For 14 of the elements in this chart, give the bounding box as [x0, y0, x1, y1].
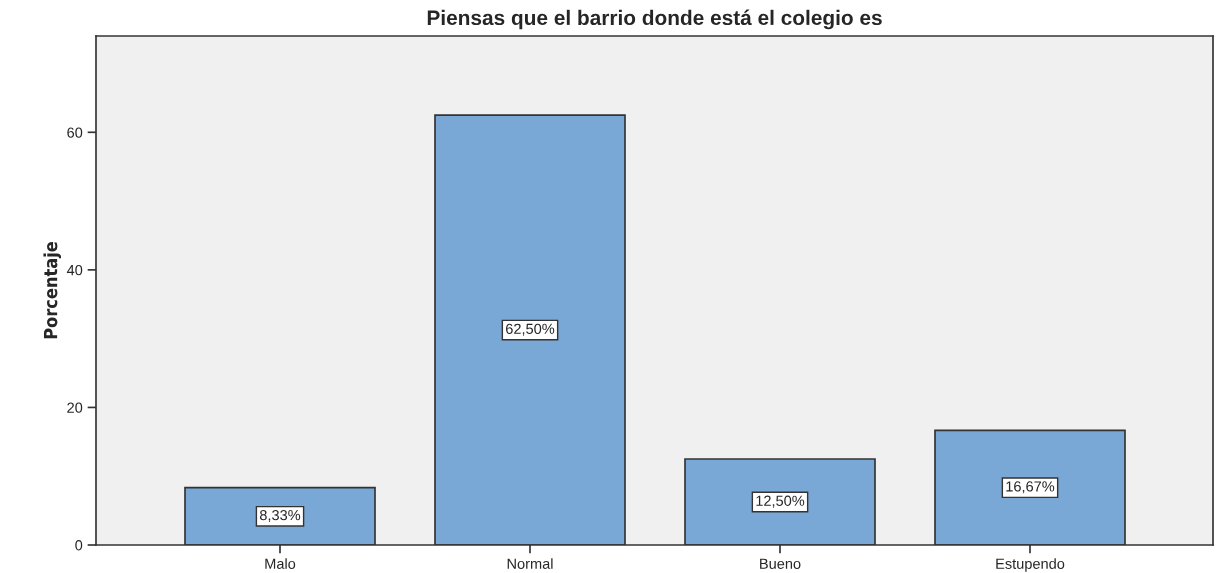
x-tick-label: Malo [265, 558, 296, 569]
data-label: 16,67% [1006, 481, 1055, 494]
x-tick-label: Estupendo [996, 558, 1065, 572]
data-label: 12,50% [756, 495, 805, 508]
y-tick-label: 60 [67, 127, 83, 138]
x-tick-label: Normal [507, 558, 553, 569]
y-axis-title: Porcentaje [43, 241, 62, 339]
chart-title: Piensas que el barrio donde está el colegio es [427, 9, 882, 30]
y-tick-label: 0 [75, 540, 83, 551]
data-label: 8,33% [259, 509, 301, 522]
y-tick-label: 40 [66, 264, 83, 276]
x-tick-label: Bueno [760, 558, 801, 569]
y-tick-label: 20 [67, 402, 83, 413]
data-label: 62,50% [506, 323, 555, 336]
